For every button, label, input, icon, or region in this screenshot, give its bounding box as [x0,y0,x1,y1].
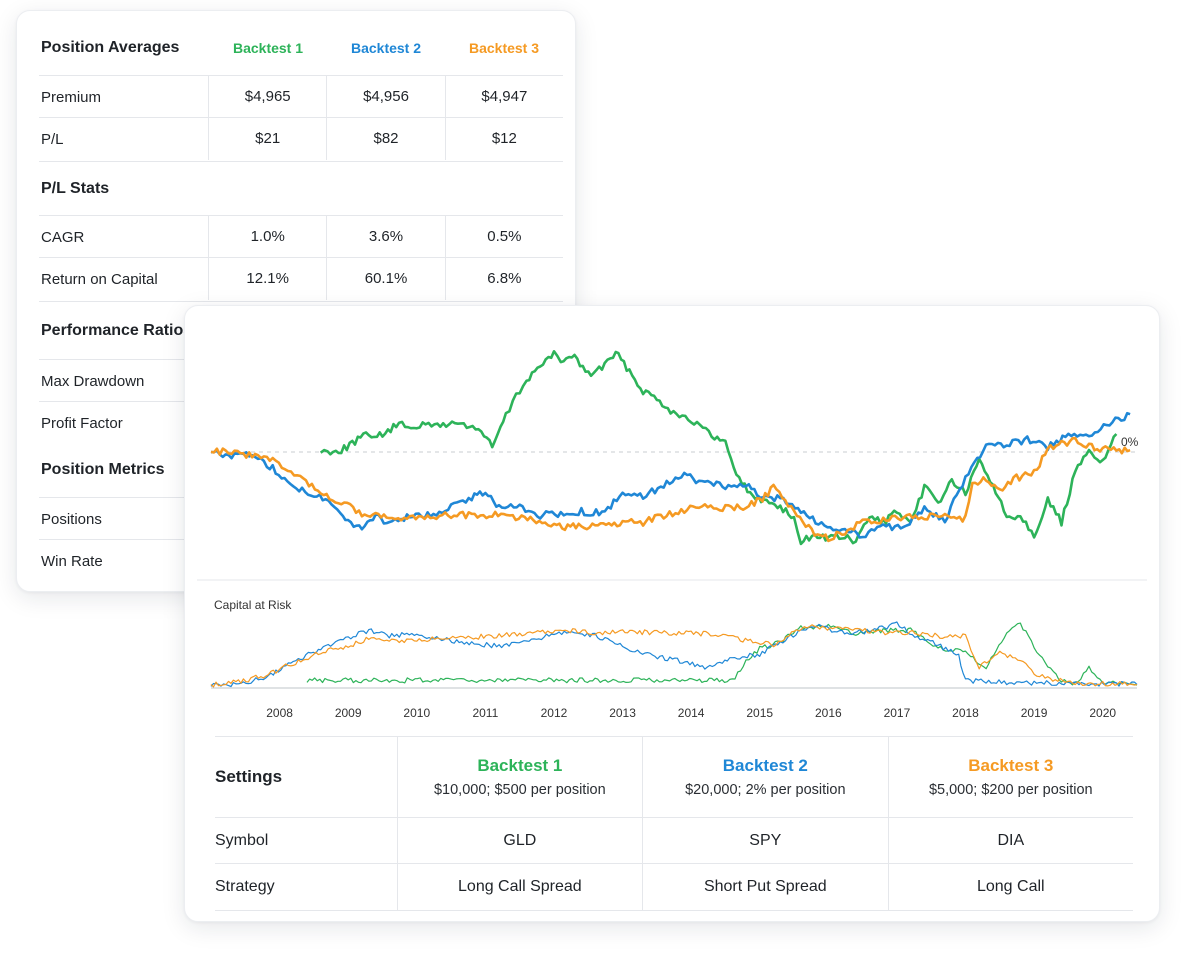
backtest-3-header: Backtest 3 [468,40,540,56]
backtest-3-title: Backtest 3 [968,756,1054,775]
x-tick-label: 2015 [746,706,773,720]
row-label: Profit Factor [41,414,123,432]
table-row: CAGR 1.0% 3.6% 0.5% [39,215,563,258]
x-tick-label: 2009 [335,706,362,720]
risk-line-backtest-1 [306,622,1138,686]
section-title: Position Metrics [41,461,165,478]
table-row: Return on Capital 12.1% 60.1% 6.8% [39,257,563,300]
cell: $21 [208,118,326,160]
table-row: P/L $21 $82 $12 [39,117,563,160]
settings-row: Symbol GLD SPY DIA [215,817,1133,864]
cell: $4,956 [326,76,444,118]
x-tick-label: 2014 [678,706,705,720]
pl-stats-header: P/L Stats [39,161,563,216]
settings-column: Backtest 3 $5,000; $200 per position [887,737,1133,817]
settings-header-row: Settings Backtest 1 $10,000; $500 per po… [215,736,1133,817]
pl-line-backtest-1 [319,350,1118,546]
backtest-1-header: Backtest 1 [232,40,304,56]
x-axis: 2008 2009 2010 2011 2012 2013 2014 2015 2016 2017… [266,706,1116,720]
cell: DIA [887,818,1133,864]
x-tick-label: 2011 [472,706,498,720]
risk-line-backtest-3 [210,624,1138,688]
cell: SPY [642,818,887,864]
cell: GLD [396,818,642,864]
chart-card: 0% Capital at Risk 2008 2009 2010 2011 2012 2… [184,305,1160,922]
x-tick-label: 2012 [541,706,568,720]
pl-line-backtest-3 [210,436,1131,543]
cell: $82 [326,118,444,160]
x-tick-label: 2010 [403,706,430,720]
settings-column: Backtest 1 $10,000; $500 per position [396,737,642,817]
table-row: Premium $4,965 $4,956 $4,947 [39,75,563,118]
backtest-2-subtitle: $20,000; 2% per position [685,782,846,798]
row-label: Symbol [215,832,269,849]
cell: Long Call Spread [396,864,642,910]
backtest-chart: 0% Capital at Risk 2008 2009 2010 2011 2012 2… [197,350,1147,720]
cell: 1.0% [208,216,326,258]
row-label: Return on Capital [41,270,158,288]
backtest-1-title: Backtest 1 [477,756,563,775]
position-metrics-header: Position Metrics [39,443,563,497]
section-title: Performance Ratios [41,322,193,339]
pl-line-backtest-2 [210,411,1131,539]
settings-title: Settings [215,767,283,786]
backtest-3-subtitle: $5,000; $200 per position [928,782,1093,798]
row-label: Max Drawdown [41,372,145,390]
cell: $4,947 [444,76,563,118]
cell: 12.1% [208,258,326,300]
cell: 60.1% [326,258,444,300]
row-label: Win Rate [41,552,103,570]
cell: $12 [444,118,563,160]
section-title: Position Averages [41,39,180,56]
backtest-1-subtitle: $10,000; $500 per position [433,782,606,798]
x-tick-label: 2016 [815,706,842,720]
performance-ratios-header: Performance Ratios [39,301,563,360]
x-tick-label: 2018 [952,706,979,720]
capital-at-risk-title: Capital at Risk [214,598,292,612]
settings-column: Backtest 2 $20,000; 2% per position [642,737,887,817]
risk-series-group [210,621,1138,688]
row-label: Premium [41,88,102,106]
backtest-2-header: Backtest 2 [350,40,422,56]
row-label: CAGR [41,228,85,246]
x-tick-label: 2017 [884,706,911,720]
backtest-2-title: Backtest 2 [722,756,808,775]
section-title: P/L Stats [41,180,110,197]
x-tick-label: 2020 [1089,706,1116,720]
cell: Long Call [887,864,1133,910]
pl-series-group [210,350,1131,546]
cell: $4,965 [208,76,326,118]
row-label: Strategy [215,878,275,895]
x-tick-label: 2013 [609,706,636,720]
zero-label: 0% [1121,435,1139,449]
cell: 3.6% [326,216,444,258]
risk-line-backtest-2 [210,621,1138,688]
row-label: P/L [41,130,64,148]
x-tick-label: 2008 [266,706,293,720]
cell: Short Put Spread [642,864,887,910]
position-averages-header: Position Averages Backtest 1 Backtest 2 … [39,27,563,69]
row-label: Positions [41,510,102,528]
settings-row: Strategy Long Call Spread Short Put Spre… [215,863,1133,911]
cell: 0.5% [444,216,563,258]
cell: 6.8% [444,258,563,300]
x-tick-label: 2019 [1021,706,1048,720]
